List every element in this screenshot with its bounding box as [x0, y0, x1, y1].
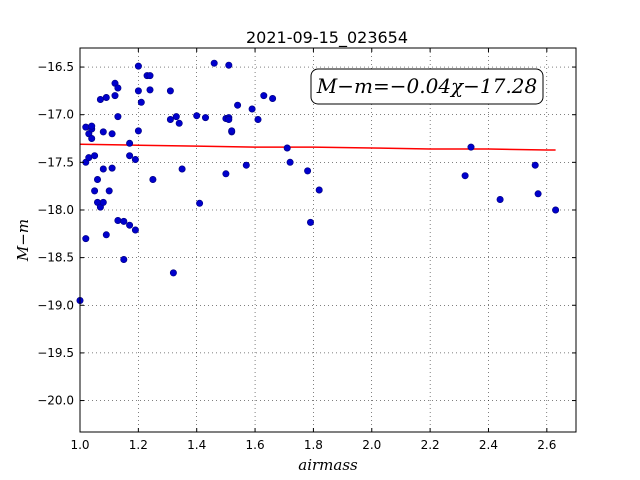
data-point [225, 61, 233, 69]
data-point [108, 130, 116, 138]
data-point [461, 172, 469, 180]
data-point [99, 198, 107, 206]
data-point [131, 226, 139, 234]
data-point [88, 122, 96, 130]
data-point [225, 116, 233, 124]
data-point [467, 143, 475, 151]
x-tick-label: 2.4 [479, 438, 498, 452]
fit-line [79, 143, 556, 151]
x-tick-label: 2.0 [362, 438, 381, 452]
data-point [96, 96, 104, 104]
data-point [99, 165, 107, 173]
data-point [120, 217, 128, 225]
data-point [202, 114, 210, 122]
data-point [126, 152, 134, 160]
data-point [146, 86, 154, 94]
x-tick-label: 2.2 [421, 438, 440, 452]
data-point [134, 62, 142, 70]
data-point [169, 269, 177, 277]
data-point [134, 87, 142, 95]
data-point [315, 186, 323, 194]
data-point [149, 176, 157, 184]
data-points [76, 59, 560, 304]
data-point [82, 123, 90, 131]
chart-title: 2021-09-15_023654 [246, 28, 408, 48]
data-point [193, 112, 201, 120]
y-tick-label: −19.5 [37, 346, 74, 360]
data-point [146, 72, 154, 80]
y-tick-label: −20.0 [37, 394, 74, 408]
x-tick-label: 1.8 [304, 438, 323, 452]
data-point [102, 94, 110, 102]
data-point [534, 190, 542, 198]
data-point [234, 101, 242, 109]
x-tick-label: 1.2 [129, 438, 148, 452]
data-point [94, 176, 102, 184]
y-tick-label: −16.5 [37, 60, 74, 74]
fit-equation-label: M−m=−0.04χ−17.28 [316, 74, 537, 98]
y-tick-label: −19.0 [37, 298, 74, 312]
data-point [99, 128, 107, 136]
data-point [172, 113, 180, 121]
data-point [260, 92, 268, 100]
grid-lines [79, 48, 576, 432]
data-point [222, 170, 230, 178]
data-point [552, 206, 560, 214]
data-point [82, 235, 90, 243]
y-axis-ticks: −16.5 −17.0 −17.5 −18.0 −18.5 −19.0 −19.5 −20.0 [37, 60, 576, 408]
data-point [131, 156, 139, 164]
y-tick-label: −17.0 [37, 108, 74, 122]
data-point [137, 98, 145, 106]
y-tick-label: −17.5 [37, 155, 74, 169]
annotation-box: M−m=−0.04χ−17.28 [310, 68, 544, 105]
data-point [304, 167, 312, 175]
x-tick-label: 1.6 [246, 438, 265, 452]
x-axis-label: airmass [298, 456, 358, 474]
fit-line-path [79, 143, 556, 151]
data-point [254, 116, 262, 124]
data-point [105, 187, 113, 195]
data-point [283, 144, 291, 152]
plot-area-frame [79, 47, 577, 433]
data-point [242, 161, 250, 169]
x-tick-label: 1.4 [187, 438, 206, 452]
data-point [196, 199, 204, 207]
data-point [248, 105, 256, 113]
data-point [496, 196, 504, 204]
x-tick-label: 1.0 [70, 438, 89, 452]
data-point [126, 221, 134, 229]
data-point [228, 127, 236, 135]
data-point [114, 113, 122, 121]
data-point [269, 95, 277, 103]
data-point [120, 255, 128, 263]
data-point [102, 231, 110, 239]
data-point [210, 59, 218, 67]
y-tick-label: −18.5 [37, 251, 74, 265]
annotation-frame [310, 68, 544, 105]
data-point [114, 84, 122, 92]
data-point [531, 161, 539, 169]
data-point [126, 139, 134, 147]
data-point [88, 135, 96, 143]
data-point [134, 127, 142, 135]
y-axis-label: M−m [14, 219, 32, 262]
data-point [85, 154, 93, 162]
data-point [108, 164, 116, 172]
x-axis-ticks: 1.0 1.2 1.4 1.6 1.8 2.0 2.2 2.4 2.6 [70, 48, 556, 452]
data-point [306, 218, 314, 226]
data-point [166, 116, 174, 124]
data-point [91, 152, 99, 160]
data-point [286, 158, 294, 166]
x-tick-label: 2.6 [537, 438, 556, 452]
data-point [178, 165, 186, 173]
y-tick-label: −18.0 [37, 203, 74, 217]
data-point [114, 217, 122, 225]
data-point [175, 119, 183, 127]
data-point [91, 187, 99, 195]
data-point [166, 87, 174, 95]
data-point [111, 92, 119, 100]
